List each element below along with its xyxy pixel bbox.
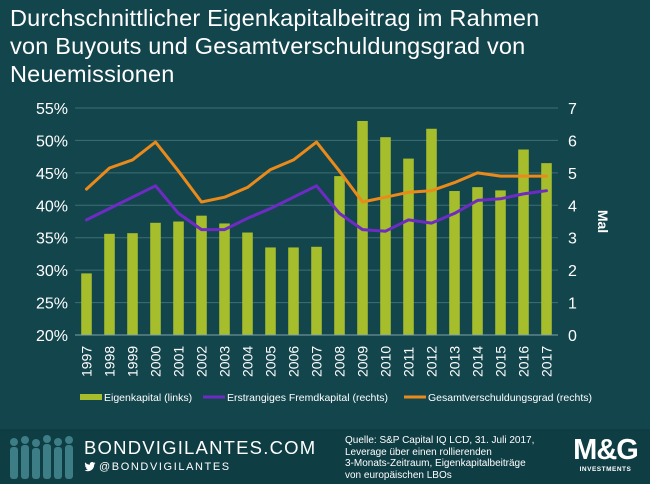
x-tick: 2010 — [378, 346, 394, 377]
x-tick: 2001 — [171, 346, 187, 377]
x-tick: 2016 — [516, 346, 532, 377]
source-line-4: von europäischen LBOs — [345, 469, 452, 481]
y-tick-right: 0 — [568, 328, 577, 345]
y-tick-left: 35% — [36, 231, 68, 248]
bar — [334, 176, 345, 335]
legend-label: Gesamtverschuldungsgrad (rechts) — [428, 392, 592, 404]
x-tick: 2014 — [470, 346, 486, 377]
logo-subtitle: INVESTMENTS — [579, 466, 632, 473]
chart-title-line-1: Durchschnittlicher Eigenkapitalbeitrag i… — [10, 5, 540, 31]
legend-label: Erstrangiges Fremdkapital (rechts) — [227, 392, 388, 404]
y-tick-left: 40% — [36, 198, 68, 215]
bar — [311, 246, 322, 335]
y-tick-right: 1 — [568, 296, 577, 313]
x-tick: 2017 — [539, 346, 555, 377]
y-tick-right: 3 — [568, 231, 577, 248]
chart-svg: 55% 50% 45% 40% 35% 30% 25% 20% 7 6 5 4 3 2 1 0 Mal 1997 1… — [36, 101, 611, 404]
logo-mark: M&G — [573, 434, 639, 466]
source-note: Quelle: S&P Capital IQ LCD, 31. Juli 201… — [345, 435, 560, 480]
bar — [242, 232, 253, 335]
x-tick: 2005 — [263, 346, 279, 377]
x-tick: 2011 — [401, 347, 417, 377]
x-tick: 1999 — [125, 346, 141, 377]
y-tick-right: 6 — [568, 133, 577, 150]
bar — [472, 187, 483, 335]
x-tick: 2007 — [309, 346, 325, 377]
x-tick: 1997 — [79, 346, 95, 377]
x-tick: 2000 — [148, 346, 164, 377]
y-tick-left: 25% — [36, 296, 68, 313]
bar — [173, 221, 184, 335]
y-tick-left: 45% — [36, 166, 68, 183]
legend: Eigenkapital (links) Erstrangiges Fremdka… — [80, 392, 592, 404]
y-tick-left: 30% — [36, 263, 68, 280]
y-axis-label-right: Mal — [595, 210, 611, 233]
axes: 55% 50% 45% 40% 35% 30% 25% 20% 7 6 5 4 3 2 1 0 Mal 1997 1… — [36, 101, 611, 377]
bar — [104, 233, 115, 335]
x-tick: 2013 — [447, 346, 463, 377]
bar — [403, 158, 414, 335]
bar — [265, 247, 276, 335]
brand-handle: @BONDVIGILANTES — [84, 461, 231, 473]
y-tick-left: 20% — [36, 328, 68, 345]
y-tick-right: 4 — [568, 198, 577, 215]
brand-handle-text: @BONDVIGILANTES — [99, 461, 231, 473]
legend-swatch-bar — [80, 394, 102, 400]
bar — [541, 163, 552, 335]
y-tick-right: 5 — [568, 166, 577, 183]
source-line-1: Quelle: S&P Capital IQ LCD, 31. Juli 201… — [345, 435, 535, 446]
crowd-silhouette-icon — [10, 435, 73, 479]
bar — [495, 190, 506, 335]
x-tick: 2002 — [194, 346, 210, 377]
legend-label: Eigenkapital (links) — [104, 392, 192, 404]
x-tick: 2012 — [424, 346, 440, 377]
bar — [81, 273, 92, 335]
bar-series — [81, 120, 552, 335]
x-tick: 2009 — [355, 346, 371, 377]
y-tick-right: 2 — [568, 263, 577, 280]
bar — [219, 223, 230, 335]
y-tick-left: 55% — [36, 101, 68, 118]
bar — [380, 137, 391, 335]
source-line-2: Leverage über einen rollierenden — [345, 446, 492, 458]
x-tick: 2003 — [217, 346, 233, 377]
bar — [449, 191, 460, 335]
chart-title-line-2: von Buyouts und Gesamtverschuldungsgrad … — [10, 33, 526, 59]
line-total-leverage — [85, 140, 548, 204]
mg-investments-logo: M&G INVESTMENTS — [567, 434, 644, 480]
bar — [150, 222, 161, 335]
bar — [518, 149, 529, 335]
source-line-3: 3-Monats-Zeitraum, Eigenkapitalbeiträge — [345, 458, 526, 469]
y-tick-right: 7 — [568, 101, 577, 118]
line-senior-debt — [85, 184, 548, 233]
x-tick: 2015 — [493, 346, 509, 377]
x-tick: 2006 — [286, 346, 302, 377]
x-tick: 2008 — [332, 346, 348, 377]
bar — [127, 233, 138, 335]
bar — [196, 215, 207, 335]
chart-title: Durchschnittlicher Eigenkapitalbeitrag i… — [10, 4, 640, 88]
chart-title-line-3: Neuemissionen — [10, 61, 175, 87]
y-tick-left: 50% — [36, 133, 68, 150]
brand-name: BONDVIGILANTES.COM — [84, 437, 317, 458]
bar — [426, 128, 437, 335]
twitter-icon — [84, 462, 96, 472]
x-tick: 1998 — [102, 346, 118, 377]
bar — [288, 247, 299, 335]
footer-bar — [0, 429, 650, 484]
line-series — [85, 140, 548, 233]
x-tick: 2004 — [240, 346, 256, 377]
